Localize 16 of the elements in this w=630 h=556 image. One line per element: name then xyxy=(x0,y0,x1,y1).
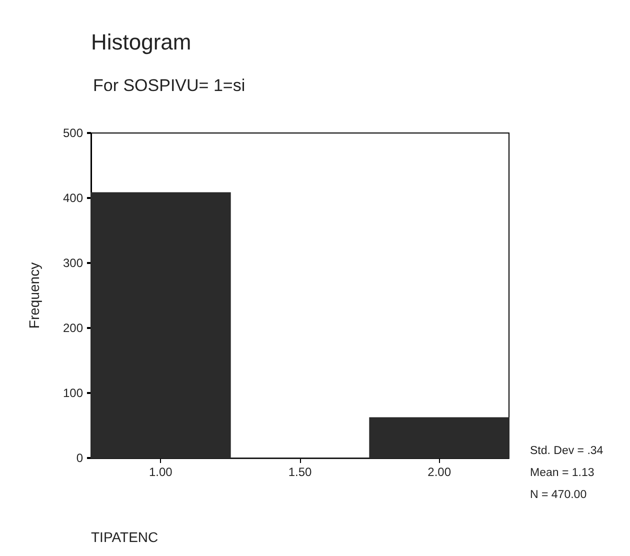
x-tick-label: 1.50 xyxy=(288,465,312,479)
y-tick-label: 100 xyxy=(62,386,84,400)
chart-subtitle: For SOSPIVU= 1=si xyxy=(93,76,246,95)
y-tick-label: 0 xyxy=(76,451,84,465)
x-tick-label: 1.00 xyxy=(148,465,173,479)
y-tick-label: 200 xyxy=(62,321,84,335)
x-tick-label: 2.00 xyxy=(428,465,452,479)
y-tick-label: 400 xyxy=(62,191,84,205)
y-tick-label: 300 xyxy=(62,256,84,270)
text: N = 470.00 xyxy=(530,489,587,501)
y-axis-title: Frequency xyxy=(26,262,42,329)
text: Mean = 1.13 xyxy=(530,467,594,479)
text: Std. Dev = .34 xyxy=(530,445,604,457)
y-tick-label: 500 xyxy=(62,126,84,140)
x-axis-title: TIPATENC xyxy=(91,529,158,545)
chart-title: Histogram xyxy=(91,30,192,54)
